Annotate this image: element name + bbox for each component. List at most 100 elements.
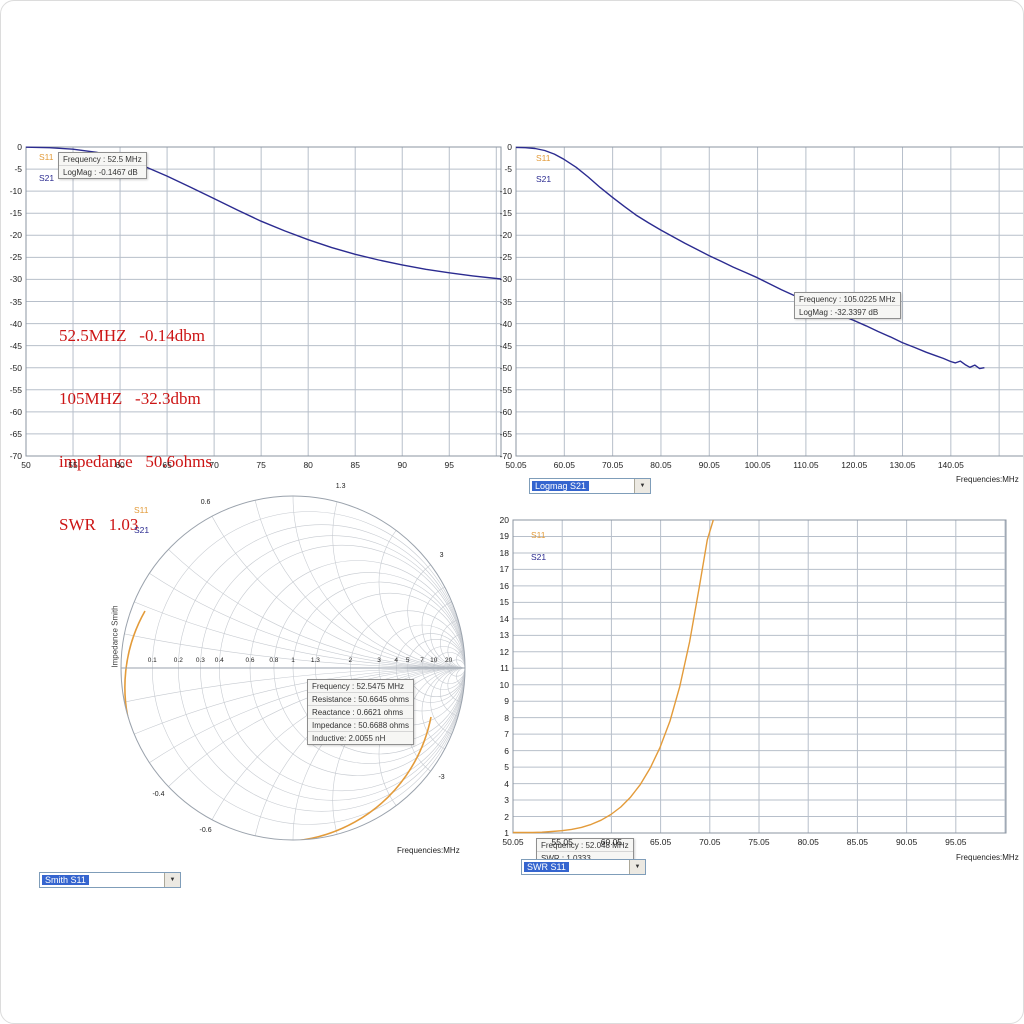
x-tick-label: 95: [444, 460, 454, 470]
x-tick-label: 50.05: [502, 837, 524, 847]
legend-s21: S21: [134, 525, 150, 535]
x-tick-label: 85: [350, 460, 360, 470]
smith-resistance-label: 0.1: [147, 657, 157, 664]
smith-resistance-label: 0.8: [269, 657, 279, 664]
x-tick-label: 70.05: [699, 837, 721, 847]
y-tick-label: -65: [499, 428, 512, 439]
x-tick-label: 80: [303, 460, 313, 470]
tooltip-frequency: Frequency : 52.5 MHz: [59, 153, 146, 166]
y-tick-label: 20: [499, 515, 509, 525]
y-tick-label: -25: [9, 252, 22, 263]
legend-s11: S11: [531, 530, 546, 540]
legend-s21: S21: [536, 174, 552, 184]
note-line: 52.5MHZ -0.14dbm: [59, 326, 205, 345]
marker-tooltip-logmag-right: Frequency : 105.0225 MHz LogMag : -32.33…: [794, 292, 901, 319]
chevron-down-icon[interactable]: ▼: [629, 860, 645, 874]
y-tick-label: -45: [9, 340, 22, 351]
y-tick-label: 14: [499, 613, 509, 624]
x-tick-label: 100.05: [744, 460, 771, 470]
legend-s11: S11: [536, 153, 551, 163]
y-tick-label: -30: [499, 274, 512, 285]
smith-resistance-label: 1.3: [310, 657, 320, 664]
y-tick-label: 9: [504, 696, 509, 707]
y-tick-label: -55: [499, 384, 512, 395]
marker-tooltip-smith: Frequency : 52.5475 MHz Resistance : 50.…: [307, 679, 414, 745]
x-tick-label: 70.05: [601, 460, 624, 470]
dropdown-selected-value: Smith S11: [42, 875, 89, 885]
y-tick-label: -60: [499, 406, 512, 417]
x-tick-label: 60.05: [600, 837, 623, 847]
note-line: SWR 1.03: [59, 515, 139, 534]
tooltip-impedance: Impedance : 50.6688 ohms: [308, 719, 413, 732]
tooltip-logmag: LogMag : -0.1467 dB: [63, 167, 138, 177]
x-tick-label: 90.05: [895, 837, 918, 847]
x-tick-label: 140.05: [937, 460, 964, 470]
smith-resistance-label: 0.3: [195, 657, 205, 664]
trace-format-dropdown-swr[interactable]: SWR S11 ▼: [521, 859, 646, 875]
y-tick-label: -35: [499, 296, 512, 307]
x-tick-label: 80.05: [797, 837, 819, 847]
smith-reactance-label: -3: [438, 774, 445, 782]
x-tick-label: 65: [162, 460, 172, 470]
y-tick-label: -20: [9, 230, 22, 241]
x-tick-label: 130.05: [889, 460, 916, 470]
y-tick-label: 3: [504, 795, 509, 806]
x-tick-label: 120.05: [841, 460, 868, 470]
x-tick-label: 60.05: [553, 460, 575, 470]
smith-resistance-label: 5: [405, 657, 410, 664]
logmag-chart-area-right[interactable]: [516, 147, 1023, 456]
y-tick-label: -15: [499, 208, 512, 219]
y-tick-label: -30: [9, 274, 22, 285]
smith-reactance-label: 1.3: [335, 483, 346, 491]
y-tick-label: -10: [499, 186, 512, 197]
tooltip-frequency: Frequency : 105.0225 MHz: [795, 293, 900, 306]
y-tick-label: 12: [499, 646, 509, 657]
x-tick-label: 50: [21, 460, 31, 470]
swr-chart-area[interactable]: [513, 520, 1006, 833]
chevron-down-icon[interactable]: ▼: [634, 479, 650, 493]
tooltip-resistance: Resistance : 50.6645 ohms: [308, 693, 413, 706]
y-tick-label: 5: [504, 762, 509, 773]
y-tick-label: -60: [9, 406, 22, 417]
y-tick-label: 16: [499, 580, 509, 591]
smith-resistance-label: 2: [348, 657, 353, 664]
y-tick-label: -55: [9, 384, 22, 395]
y-tick-label: 4: [504, 778, 509, 789]
y-tick-label: -40: [9, 318, 22, 329]
legend-s11: S11: [39, 152, 54, 162]
annotation-notes: 52.5MHZ -0.14dbm 105MHZ -32.3dbm impedan…: [59, 283, 212, 577]
smith-reactance-label: 0.6: [200, 499, 211, 507]
x-tick-label: 60: [115, 460, 125, 470]
y-tick-label: -5: [14, 164, 22, 175]
y-tick-label: 15: [499, 597, 509, 608]
smith-resistance-label: 10: [430, 657, 438, 664]
y-tick-label: 8: [504, 712, 509, 723]
x-tick-label: 85.05: [846, 837, 869, 847]
x-tick-label: 110.05: [793, 460, 819, 470]
chevron-down-icon[interactable]: ▼: [164, 873, 180, 887]
x-tick-label: 70: [209, 460, 219, 470]
tooltip-reactance: Reactance : 0.6621 ohms: [308, 706, 413, 719]
y-tick-label: 10: [499, 679, 509, 690]
smith-resistance-label: 1: [291, 657, 295, 664]
y-tick-label: -65: [9, 428, 22, 439]
tooltip-inductance: Inductive: 2.0055 nH: [312, 733, 386, 743]
y-tick-label: -25: [499, 252, 512, 263]
y-tick-label: -15: [9, 208, 22, 219]
trace-format-dropdown-smith[interactable]: Smith S11 ▼: [39, 872, 181, 888]
y-tick-label: -70: [9, 451, 22, 461]
tooltip-frequency: Frequency : 52.5475 MHz: [308, 680, 413, 693]
y-tick-label: -20: [499, 230, 512, 241]
y-tick-label: 11: [500, 663, 509, 674]
tooltip-swr: SWR : 1.0333: [541, 853, 591, 863]
smith-resistance-label: 7: [420, 657, 424, 664]
trace-format-dropdown-logmag[interactable]: Logmag S21 ▼: [529, 478, 651, 494]
legend-s21: S21: [531, 552, 547, 562]
y-tick-label: 17: [499, 564, 509, 575]
x-axis-label: Frequencies:MHz: [397, 846, 460, 855]
y-tick-label: 13: [499, 630, 509, 641]
smith-reactance-label: -0.6: [199, 826, 212, 834]
y-tick-label: -70: [499, 451, 512, 461]
legend-s21: S21: [39, 173, 55, 183]
